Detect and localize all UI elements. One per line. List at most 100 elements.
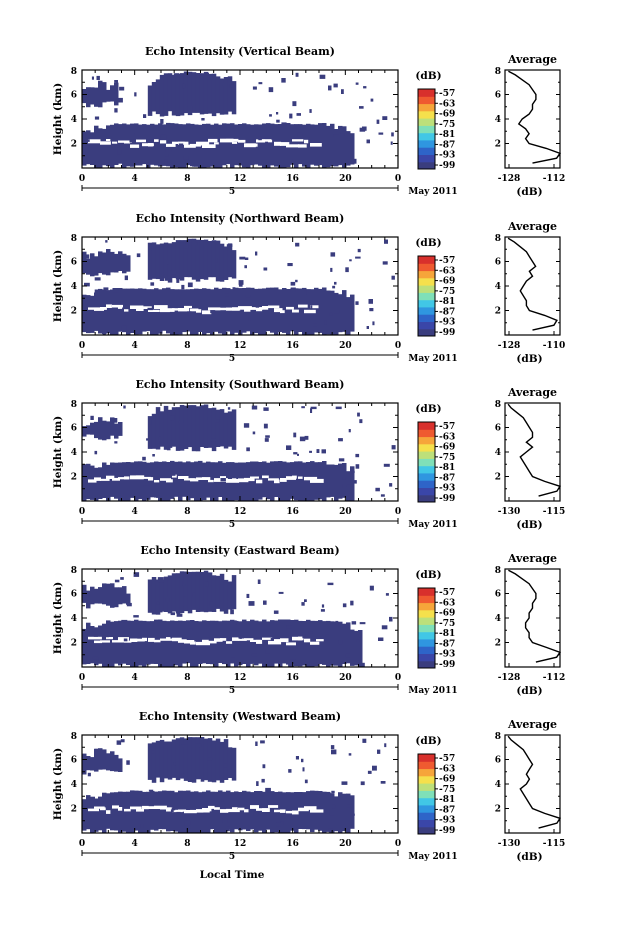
echo-speck xyxy=(290,281,296,286)
colorbar-swatch xyxy=(418,147,435,155)
average-title: Average xyxy=(507,718,557,731)
colorbar-tick-label: -75 xyxy=(439,785,455,795)
colorbar-swatch xyxy=(418,465,435,474)
colorbar-tick-label: -87 xyxy=(439,140,455,150)
echo-speck xyxy=(276,119,280,123)
echo-speck xyxy=(160,119,164,124)
echo-gap xyxy=(196,309,202,313)
echo-block xyxy=(195,571,201,612)
echo-block xyxy=(338,125,343,166)
echo-speck xyxy=(103,287,109,291)
echo-block xyxy=(238,124,243,166)
echo-block xyxy=(114,253,119,273)
echo-gap xyxy=(166,143,176,147)
echo-speck xyxy=(84,282,90,287)
echo-block xyxy=(258,288,263,335)
average-y-tick-label: 8 xyxy=(495,566,501,576)
echo-gap xyxy=(160,478,171,481)
echo-speck xyxy=(222,818,228,823)
echo-block xyxy=(179,737,185,779)
echo-speck xyxy=(181,284,185,290)
echo-block xyxy=(142,791,147,833)
echo-block xyxy=(298,124,303,165)
echo-speck xyxy=(181,744,187,747)
date-label: May 2011 xyxy=(408,686,457,696)
echo-speck xyxy=(351,470,355,474)
echo-block xyxy=(219,741,225,783)
colorbar-unit: (dB) xyxy=(415,569,441,581)
echo-block xyxy=(175,74,181,117)
panel-2: Echo Intensity (Northward Beam) 2 4 6 8 Heigh… xyxy=(52,212,565,365)
echo-speck xyxy=(301,602,305,606)
echo-gap xyxy=(142,143,154,147)
echo-gap xyxy=(124,808,131,812)
colorbar-tick-label: -75 xyxy=(439,453,455,463)
colorbar-swatch xyxy=(418,480,435,488)
colorbar-swatch xyxy=(418,595,435,604)
echo-gap xyxy=(94,640,102,644)
colorbar-swatch xyxy=(418,161,435,170)
echo-speck xyxy=(87,772,91,777)
echo-block xyxy=(198,460,203,501)
colorbar-tick-label: -81 xyxy=(439,463,455,473)
echo-speck xyxy=(335,406,342,410)
echo-gap xyxy=(112,477,120,481)
echo-block xyxy=(326,620,331,667)
y-tick-label: 6 xyxy=(71,590,77,600)
echo-gap xyxy=(136,139,146,143)
echo-block xyxy=(82,294,87,333)
echo-speck xyxy=(187,282,193,288)
colorbar-swatch xyxy=(418,617,435,625)
colorbar-tick-label: -93 xyxy=(439,484,455,494)
echo-speck xyxy=(256,781,259,786)
echo-speck xyxy=(216,577,222,580)
echo-gap xyxy=(142,637,147,642)
echo-speck xyxy=(124,275,128,281)
echo-gap xyxy=(166,637,171,641)
echo-block xyxy=(142,620,147,667)
echo-speck xyxy=(245,294,251,298)
echo-block xyxy=(126,462,131,501)
echo-block xyxy=(154,124,159,166)
echo-speck xyxy=(123,638,128,642)
echo-speck xyxy=(210,438,216,442)
echo-speck xyxy=(304,435,309,440)
echo-gap xyxy=(232,141,238,144)
echo-block xyxy=(266,462,271,500)
x-tick-label: 0 xyxy=(79,174,85,184)
echo-block xyxy=(86,795,91,830)
average-profile-line xyxy=(507,403,562,497)
echo-block xyxy=(199,73,205,115)
echo-block xyxy=(163,576,169,612)
echo-speck xyxy=(192,163,195,167)
echo-block xyxy=(178,620,183,667)
echo-block xyxy=(155,740,161,778)
echo-speck xyxy=(263,407,269,411)
average-y-tick-label: 2 xyxy=(495,140,501,150)
echo-block xyxy=(86,130,91,165)
echo-block xyxy=(219,409,225,447)
echo-block xyxy=(222,620,227,665)
echo-speck xyxy=(350,813,355,816)
echo-block xyxy=(102,583,107,605)
echo-block xyxy=(150,621,155,664)
echo-gap xyxy=(118,807,123,811)
average-x-tick-label: -112 xyxy=(543,174,566,184)
echo-speck xyxy=(333,134,339,138)
echo-speck xyxy=(205,417,208,420)
echo-speck xyxy=(251,653,257,657)
colorbar-swatch xyxy=(418,458,435,467)
echo-speck xyxy=(120,739,125,743)
echo-block xyxy=(183,571,189,612)
colorbar-swatch xyxy=(418,292,435,301)
colorbar-swatch xyxy=(418,436,435,445)
echo-block xyxy=(346,297,351,335)
echo-block xyxy=(342,290,347,332)
echo-speck xyxy=(328,828,333,833)
echo-block xyxy=(118,758,123,772)
echo-gap xyxy=(268,139,273,143)
echo-block xyxy=(326,464,331,498)
echo-block xyxy=(142,288,147,332)
panel-1: Echo Intensity (Vertical Beam) 2 4 6 8 Height… xyxy=(52,45,565,198)
day-label: 5 xyxy=(229,520,235,530)
